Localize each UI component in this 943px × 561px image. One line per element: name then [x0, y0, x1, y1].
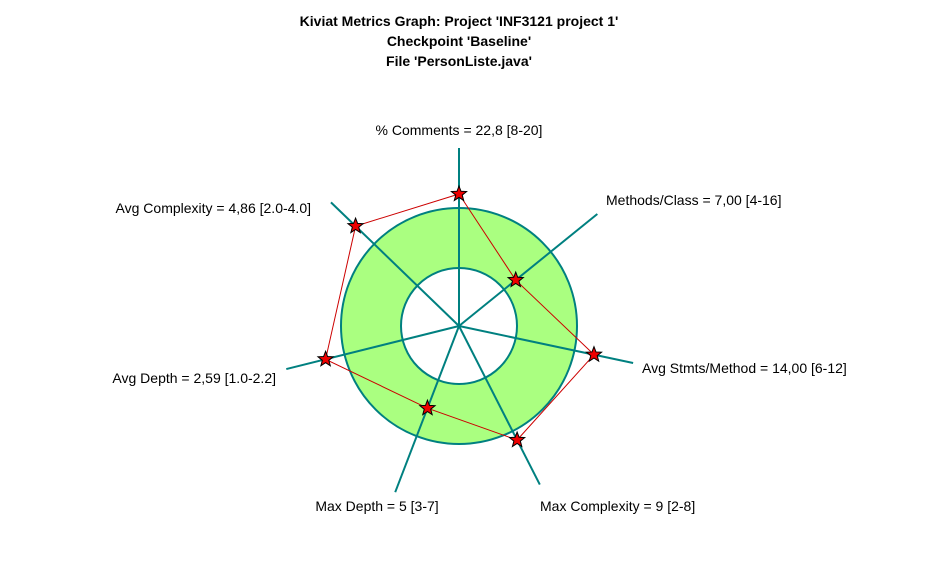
metric-label-1: % Comments = 22,8 [8-20]: [376, 122, 543, 138]
title-line-2: Checkpoint 'Baseline': [387, 33, 531, 49]
title-line-1: Kiviat Metrics Graph: Project 'INF3121 p…: [300, 13, 619, 29]
metric-markers: [316, 184, 603, 448]
metric-labels: % Comments = 22,8 [8-20] Methods/Class = …: [112, 122, 846, 514]
metric-marker-2: [506, 270, 525, 288]
range-band-fill: [341, 208, 577, 444]
metric-label-2: Methods/Class = 7,00 [4-16]: [606, 192, 782, 208]
metric-label-6: Avg Depth = 2,59 [1.0-2.2]: [112, 370, 276, 386]
metric-marker-4: [508, 430, 527, 448]
metric-marker-7: [346, 216, 365, 234]
metric-marker-3: [585, 345, 603, 363]
axis-line-4: [458, 325, 541, 486]
axis-line-2: [458, 213, 598, 327]
axis-line-6: [286, 325, 460, 371]
metric-label-7: Avg Complexity = 4,86 [2.0-4.0]: [116, 200, 311, 216]
metric-marker-1: [450, 184, 468, 202]
metric-marker-6: [316, 349, 335, 367]
metric-polygon-layer: [325, 193, 595, 441]
metric-label-4: Max Complexity = 9 [2-8]: [540, 498, 695, 514]
metric-label-3: Avg Stmts/Method = 14,00 [6-12]: [642, 360, 847, 376]
axis-line-3: [458, 325, 634, 364]
title-line-3: File 'PersonListe.java': [386, 53, 532, 69]
metric-marker-5: [418, 398, 437, 416]
metric-polygon: [325, 193, 595, 441]
metric-label-5: Max Depth = 5 [3-7]: [315, 498, 438, 514]
chart-title: Kiviat Metrics Graph: Project 'INF3121 p…: [300, 13, 619, 69]
